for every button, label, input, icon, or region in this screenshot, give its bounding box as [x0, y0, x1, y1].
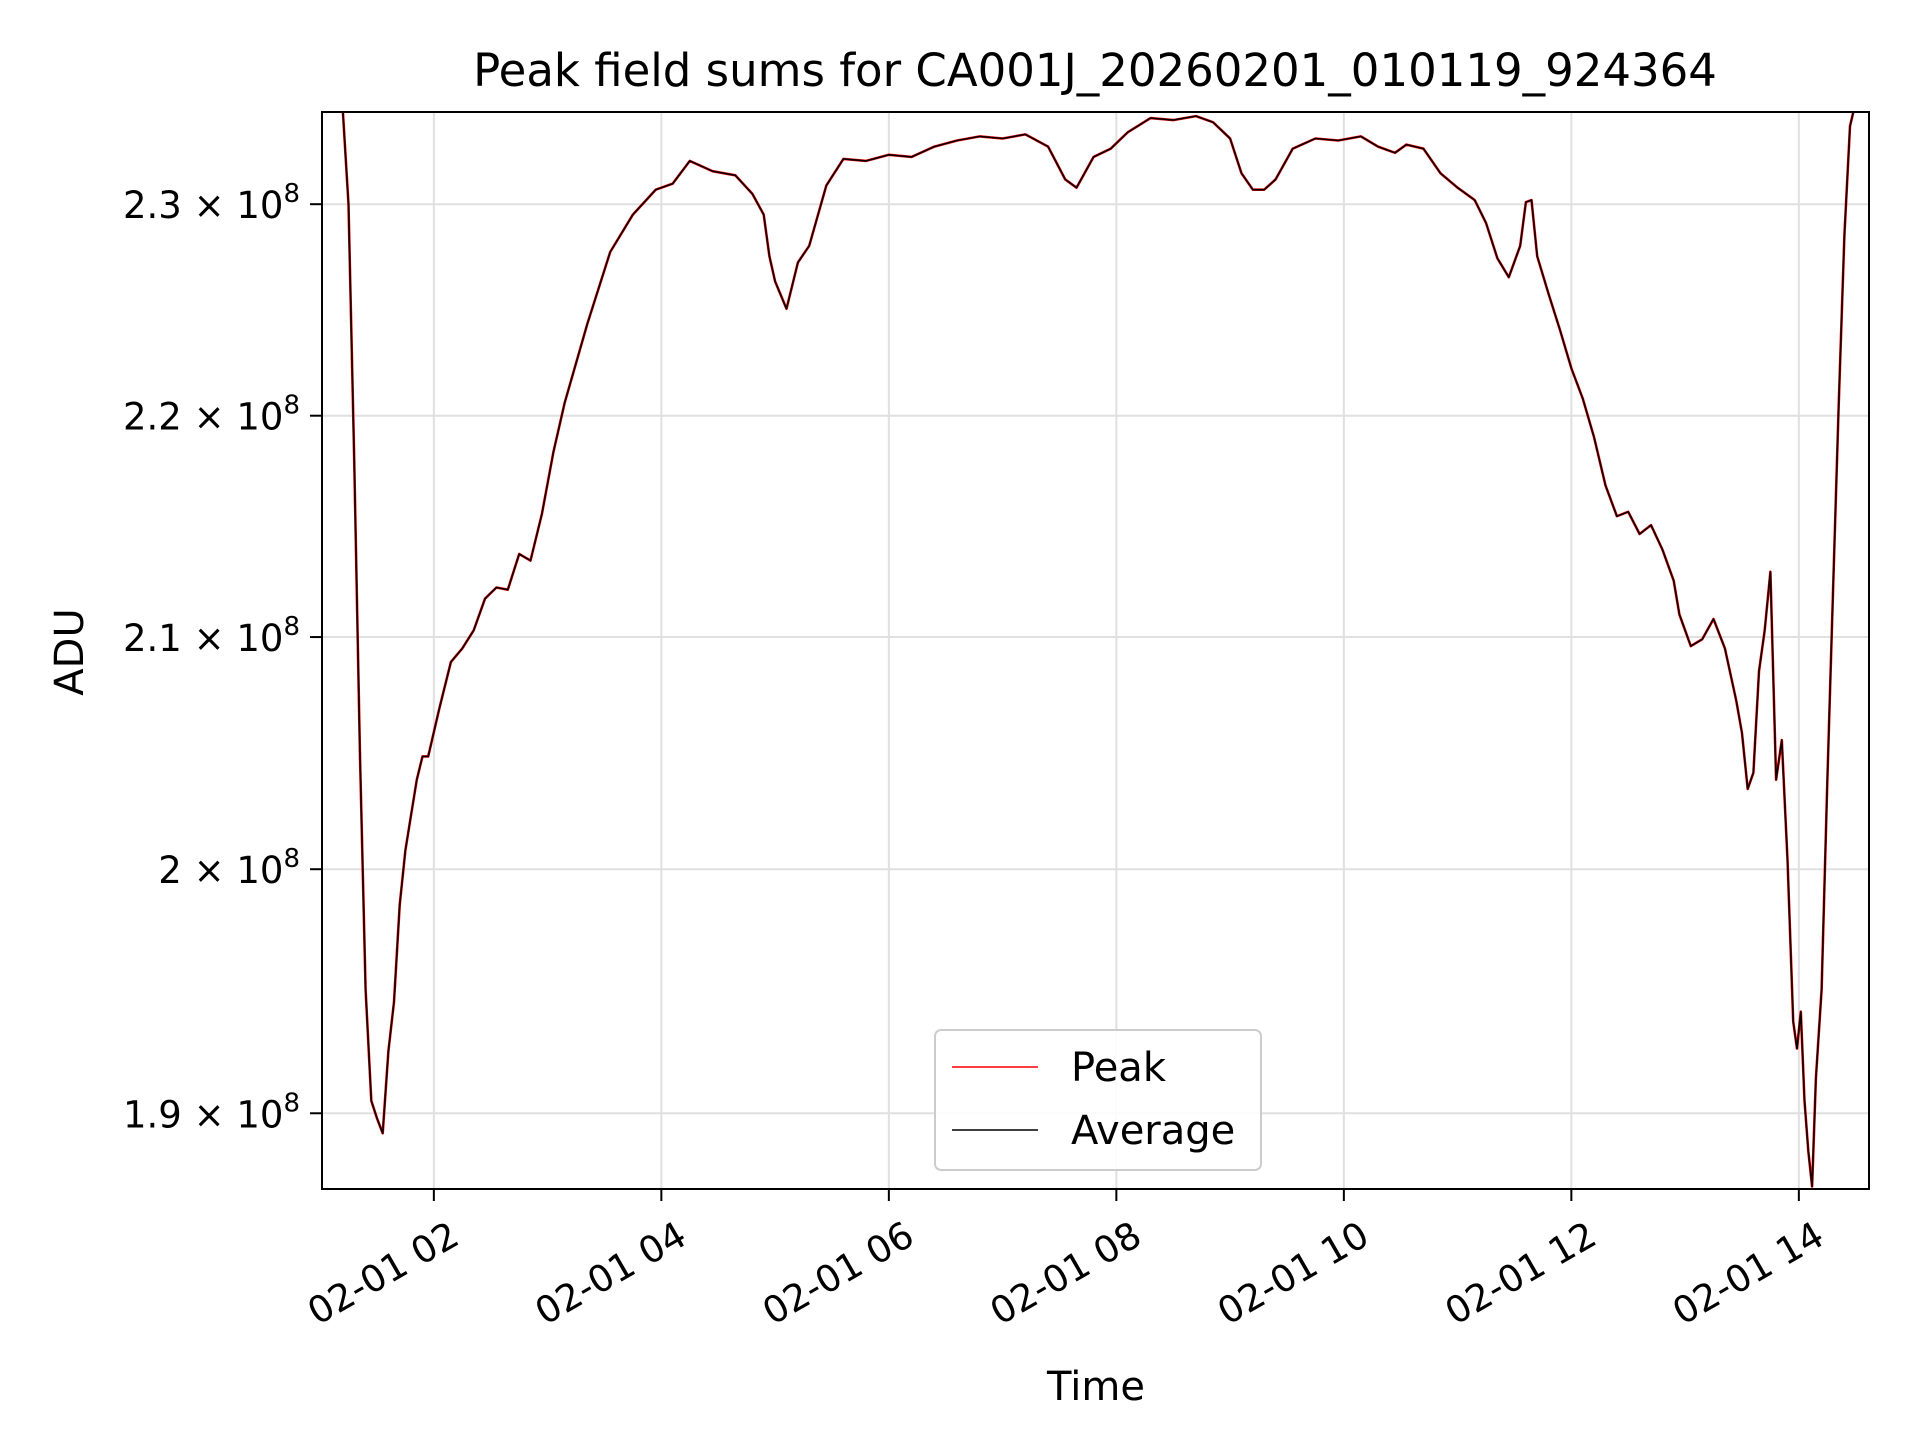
legend-label-peak: Peak	[1071, 1045, 1167, 1091]
y-tick-mantissa: 2.3 × 10	[123, 184, 283, 227]
series-layer	[341, 112, 1855, 1188]
y-tick-exponent: 8	[283, 1088, 300, 1118]
y-axis-label: ADU	[47, 608, 93, 695]
x-axis-label: Time	[1046, 1364, 1145, 1410]
y-tick-exponent: 8	[283, 391, 300, 421]
y-tick-mantissa: 2 × 10	[158, 849, 283, 892]
legend-box	[934, 1029, 1262, 1171]
y-tick-label: 2.1 × 108	[123, 612, 300, 660]
y-tick-label: 2 × 108	[158, 844, 300, 892]
series-line-average	[342, 112, 1855, 1188]
y-tick-exponent: 8	[283, 844, 300, 874]
chart-title: Peak field sums for CA001J_20260201_0101…	[473, 44, 1717, 97]
legend-label-average: Average	[1071, 1108, 1235, 1154]
y-tick-label: 2.3 × 108	[123, 179, 300, 227]
y-tick-exponent: 8	[283, 179, 300, 209]
grid	[322, 112, 1869, 1189]
legend: Peak Average	[934, 1029, 1262, 1171]
y-tick-mantissa: 2.1 × 10	[123, 617, 283, 660]
y-tick-label: 2.2 × 108	[123, 391, 300, 439]
y-tick-mantissa: 2.2 × 10	[123, 396, 283, 439]
y-tick-label: 1.9 × 108	[123, 1088, 300, 1136]
plot-frame	[321, 111, 1870, 1190]
y-tick-mantissa: 1.9 × 10	[123, 1093, 283, 1136]
y-tick-exponent: 8	[283, 612, 300, 642]
